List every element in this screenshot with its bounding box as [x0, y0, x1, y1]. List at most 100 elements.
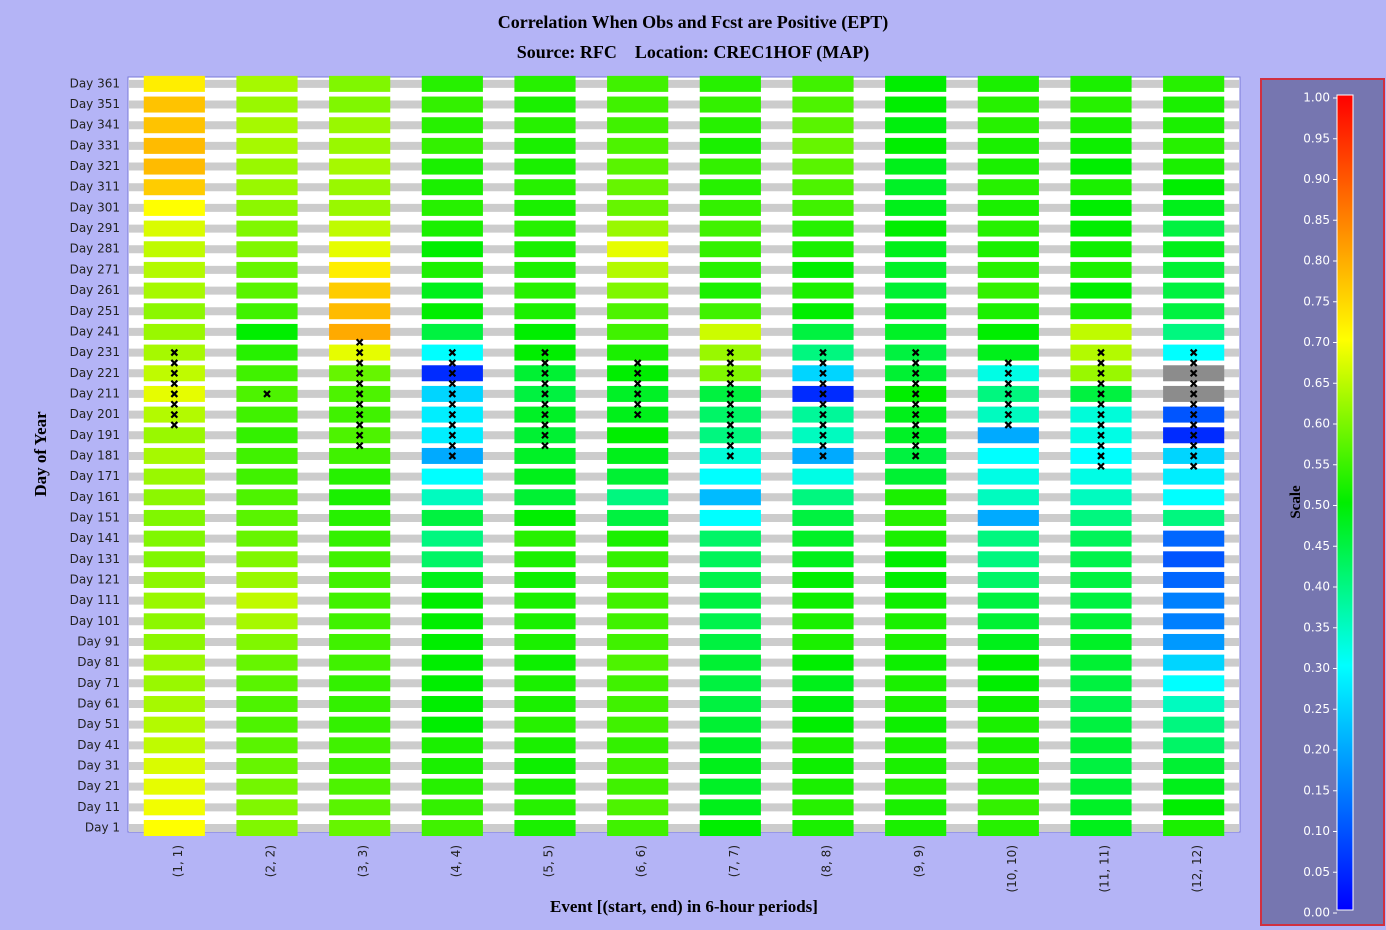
heatmap-cell	[607, 551, 669, 568]
heatmap-cell	[1070, 633, 1132, 650]
y-tick-label: Day 301	[70, 200, 120, 214]
heatmap-cell	[885, 613, 947, 630]
marker	[170, 359, 179, 367]
y-tick-label: Day 71	[77, 676, 120, 690]
marker	[355, 441, 364, 450]
heatmap-cell	[329, 117, 391, 134]
heatmap-cell	[607, 158, 669, 175]
heatmap-cell	[1070, 571, 1132, 588]
heatmap-cell	[699, 241, 761, 258]
marker	[170, 369, 179, 378]
heatmap-cell	[885, 489, 947, 506]
heatmap-cell	[1163, 179, 1225, 196]
heatmap-cell	[885, 199, 947, 216]
marker	[726, 359, 735, 367]
marker	[448, 359, 457, 367]
marker	[170, 390, 179, 398]
heatmap-cell	[607, 241, 669, 258]
heatmap-cell	[885, 716, 947, 733]
heatmap-cell	[1070, 261, 1132, 278]
y-tick-label: Day 151	[70, 510, 120, 524]
heatmap-cell	[885, 737, 947, 754]
y-tick-label: Day 81	[77, 655, 120, 669]
heatmap-cell	[143, 323, 205, 340]
heatmap-cell	[514, 799, 576, 816]
heatmap-cell	[421, 241, 483, 258]
marker	[726, 410, 735, 419]
heatmap-cell	[792, 571, 854, 588]
heatmap-cell	[329, 530, 391, 547]
marker	[819, 452, 827, 460]
heatmap-cell	[143, 75, 205, 92]
heatmap-cell	[514, 220, 576, 237]
heatmap-cell	[329, 468, 391, 485]
heatmap-cell	[1070, 323, 1132, 340]
heatmap-cell	[236, 571, 298, 588]
heatmap-cell	[977, 778, 1039, 795]
marker	[911, 359, 920, 367]
y-tick-label: Day 221	[70, 366, 120, 380]
marker	[355, 359, 364, 367]
x-axis-title: Event [(start, end) in 6-hour periods]	[550, 897, 818, 916]
x-tick-label: (12, 12)	[1190, 845, 1204, 893]
heatmap-cell	[143, 137, 205, 154]
heatmap-cell	[329, 716, 391, 733]
heatmap-cell	[1070, 530, 1132, 547]
y-tick-label: Day 281	[70, 242, 120, 256]
heatmap-cell	[885, 820, 947, 836]
heatmap-cell	[792, 737, 854, 754]
heatmap-cell	[514, 530, 576, 547]
marker	[633, 400, 642, 409]
heatmap-cell	[885, 282, 947, 299]
heatmap-cell	[236, 592, 298, 609]
heatmap-cell	[329, 613, 391, 630]
heatmap-cell	[607, 447, 669, 464]
x-tick-label: (4, 4)	[449, 845, 463, 877]
marker	[1097, 410, 1105, 419]
heatmap-cell	[885, 509, 947, 526]
y-tick-label: Day 161	[70, 490, 120, 504]
heatmap-cell	[607, 282, 669, 299]
heatmap-cell	[607, 137, 669, 154]
heatmap-cell	[607, 179, 669, 196]
marker	[1004, 359, 1013, 367]
heatmap-cell	[699, 323, 761, 340]
heatmap-cell	[699, 137, 761, 154]
heatmap-cell	[792, 509, 854, 526]
marker	[170, 400, 179, 409]
colorbar	[1336, 94, 1354, 911]
y-tick-label: Day 1	[85, 821, 120, 835]
heatmap-cell	[792, 282, 854, 299]
heatmap-cell	[977, 303, 1039, 320]
marker	[541, 421, 549, 429]
heatmap-cell	[329, 323, 391, 340]
heatmap-cell	[329, 571, 391, 588]
marker	[819, 441, 827, 450]
heatmap-cell	[514, 137, 576, 154]
heatmap-cell	[329, 220, 391, 237]
marker	[355, 338, 364, 347]
heatmap-cell	[699, 303, 761, 320]
heatmap-cell	[1070, 158, 1132, 175]
marker	[448, 369, 457, 378]
y-tick-label: Day 341	[70, 118, 120, 132]
marker	[633, 379, 642, 388]
marker	[448, 390, 457, 398]
heatmap-cell	[329, 96, 391, 113]
colorbar-tick-label: 0.40	[1303, 580, 1330, 594]
marker	[1189, 359, 1198, 367]
heatmap-cell	[236, 241, 298, 258]
y-tick-label: Day 141	[70, 531, 120, 545]
y-tick-label: Day 131	[70, 552, 120, 566]
colorbar-tick-label: 0.75	[1303, 294, 1330, 308]
heatmap-cell	[699, 757, 761, 774]
heatmap-cell	[977, 241, 1039, 258]
heatmap-cell	[143, 468, 205, 485]
heatmap-cell	[1163, 220, 1225, 237]
heatmap-cell	[143, 613, 205, 630]
marker	[911, 421, 920, 429]
marker	[1097, 379, 1105, 388]
heatmap-cell	[792, 633, 854, 650]
heatmap-cell	[792, 261, 854, 278]
marker	[355, 390, 364, 398]
